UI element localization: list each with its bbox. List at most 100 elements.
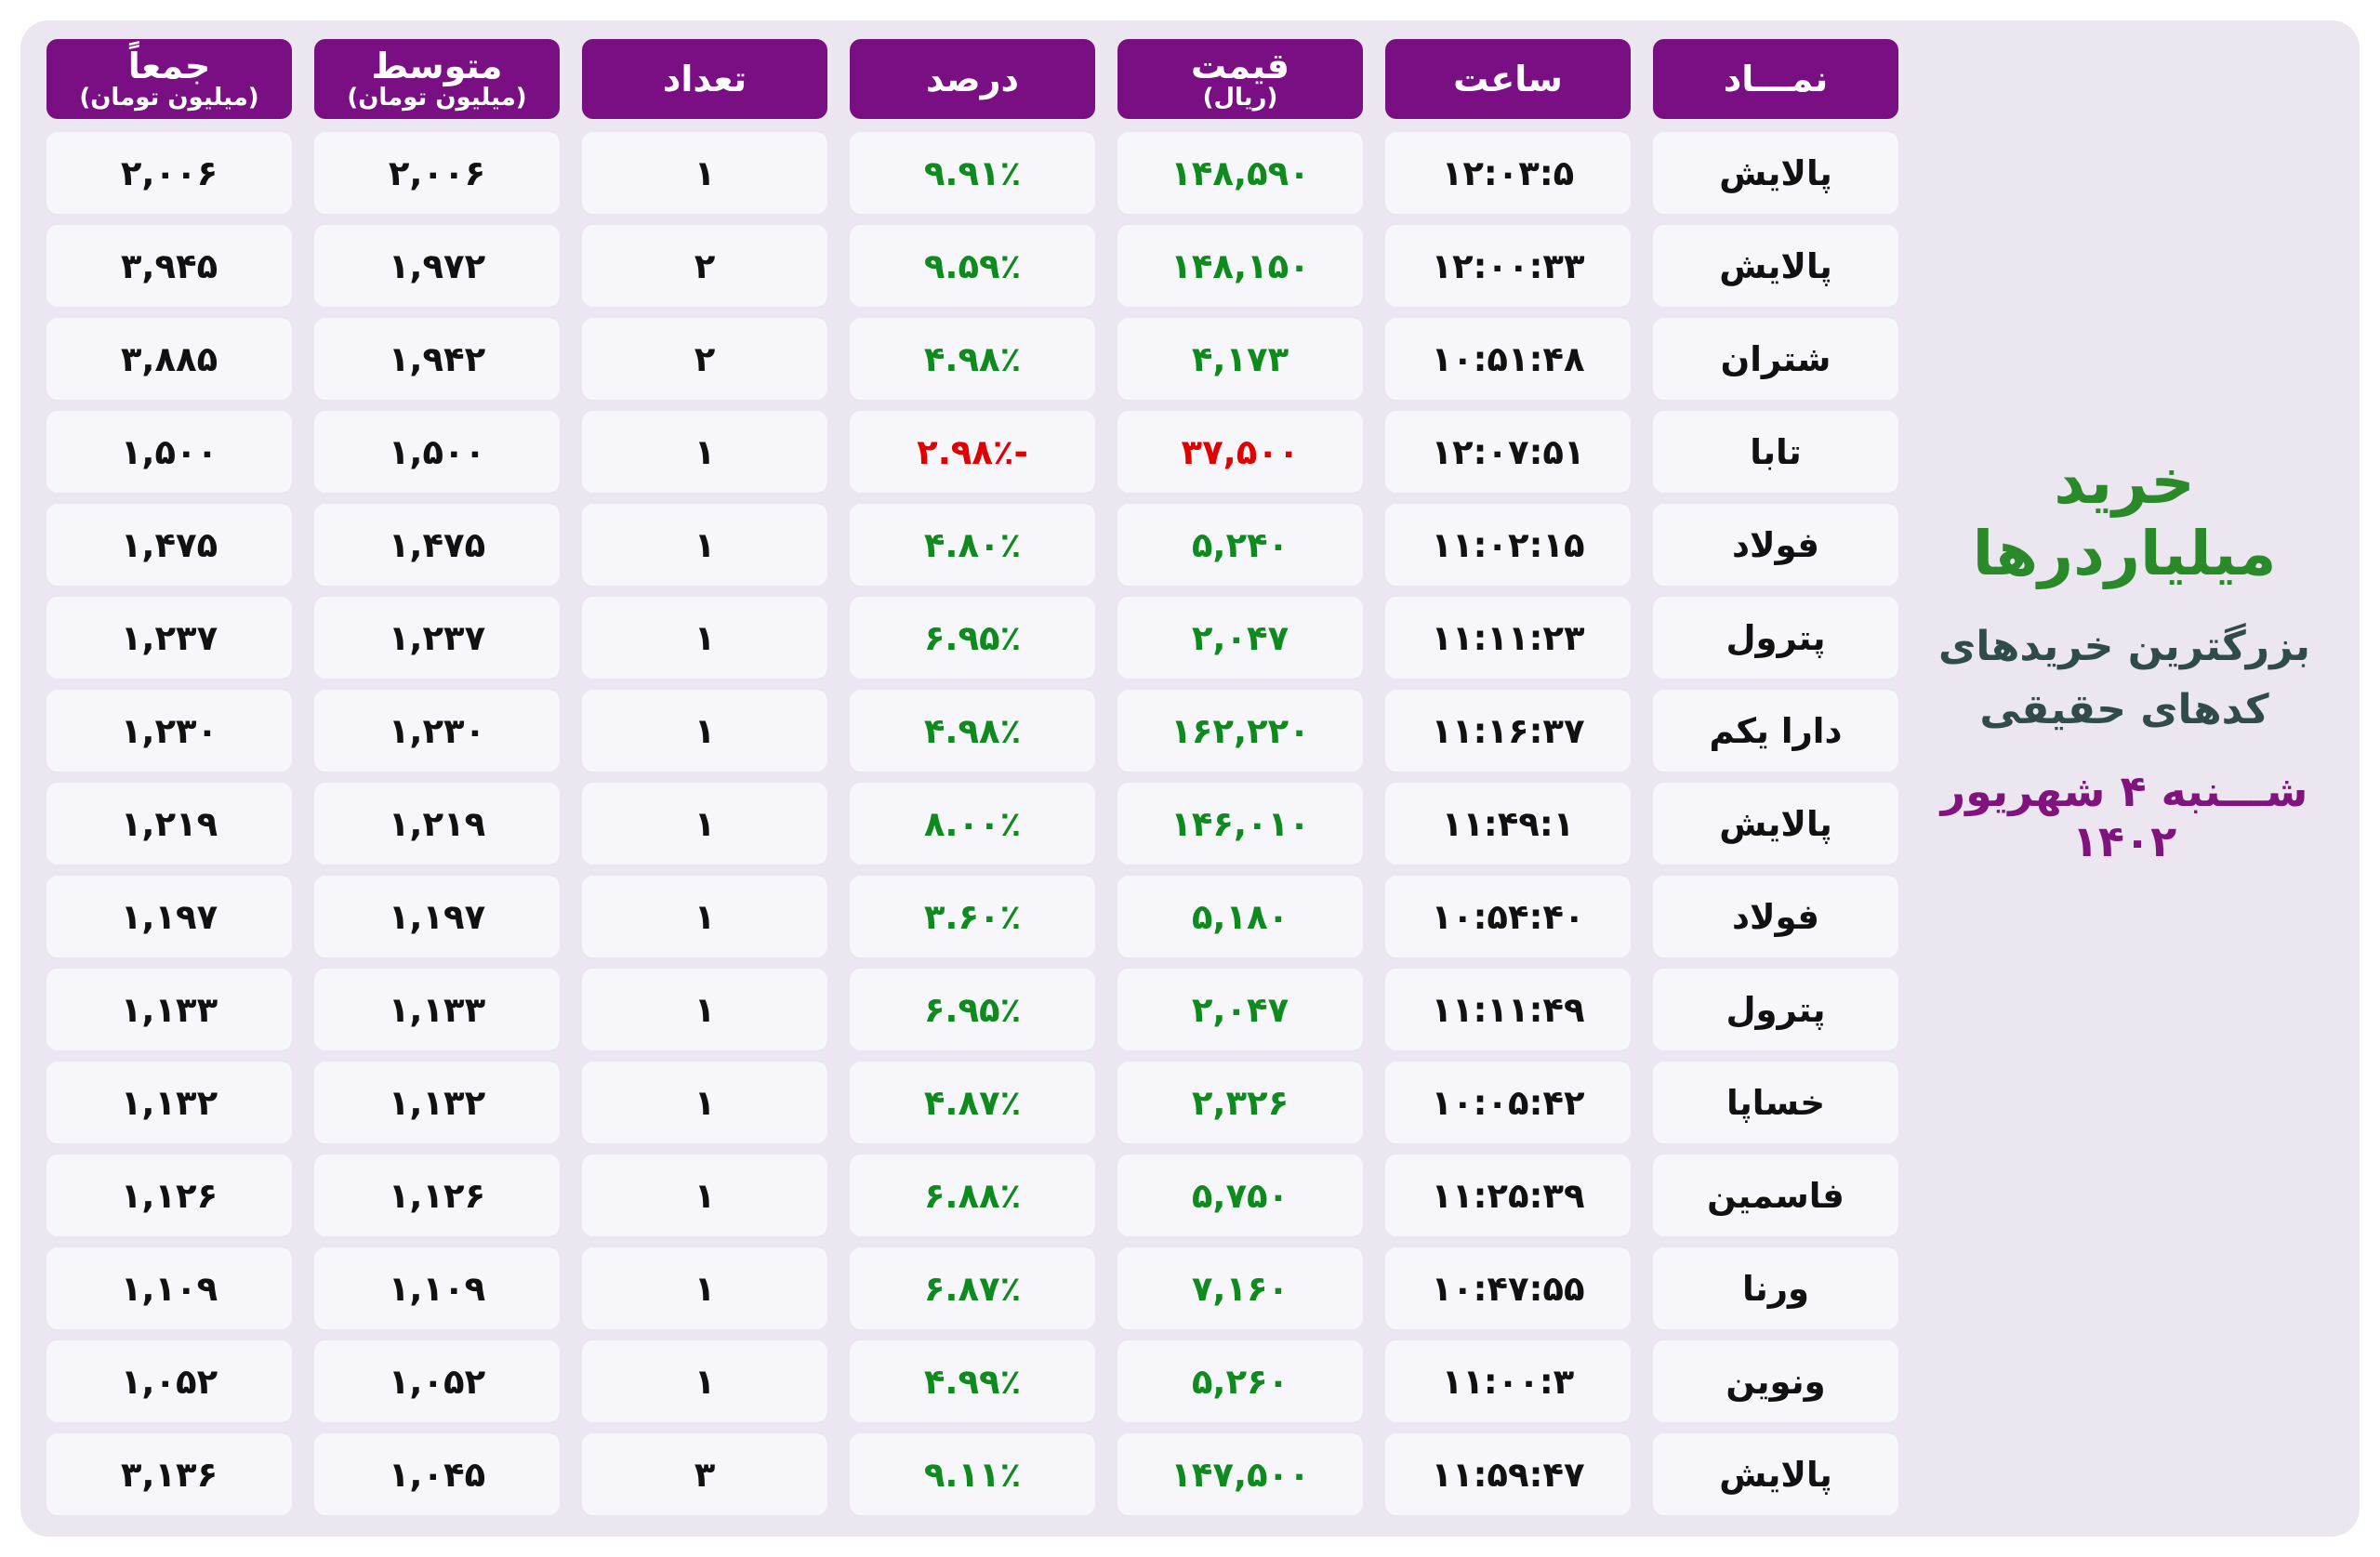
cell-time: ۱۲:۰۳:۵ — [1385, 132, 1631, 214]
cell-symbol: فولاد — [1653, 504, 1898, 586]
cell-percent: ۴.۸۷٪ — [850, 1062, 1095, 1143]
header-average: متوسط (میلیون تومان) — [314, 39, 560, 119]
table-row: ورنا ۱۰:۴۷:۵۵ ۷,۱۶۰ ۶.۸۷٪ ۱ ۱,۱۰۹ ۱,۱۰۹ — [39, 1247, 1898, 1329]
cell-percent: ۶.۸۸٪ — [850, 1155, 1095, 1236]
cell-time: ۱۲:۰۰:۳۳ — [1385, 225, 1631, 307]
table-body: پالایش ۱۲:۰۳:۵ ۱۴۸,۵۹۰ ۹.۹۱٪ ۱ ۲,۰۰۶ ۲,۰۰۶ پالا… — [39, 132, 1898, 1515]
cell-count: ۱ — [582, 783, 827, 864]
header-price-unit: (ریال) — [1202, 84, 1278, 112]
cell-total: ۲,۰۰۶ — [46, 132, 292, 214]
cell-time: ۱۱:۲۵:۳۹ — [1385, 1155, 1631, 1236]
header-total: جمعاً (میلیون تومان) — [46, 39, 292, 119]
cell-percent: ۴.۹۸٪ — [850, 318, 1095, 400]
table-row: پالایش ۱۱:۴۹:۱ ۱۴۶,۰۱۰ ۸.۰۰٪ ۱ ۱,۲۱۹ ۱,۲۱۹ — [39, 783, 1898, 864]
header-count: تعداد — [582, 39, 827, 119]
cell-percent: ۴.۸۰٪ — [850, 504, 1095, 586]
table-row: پالایش ۱۲:۰۰:۳۳ ۱۴۸,۱۵۰ ۹.۵۹٪ ۲ ۱,۹۷۲ ۳,۹۴۵ — [39, 225, 1898, 307]
table-row: فولاد ۱۱:۰۲:۱۵ ۵,۲۴۰ ۴.۸۰٪ ۱ ۱,۴۷۵ ۱,۴۷۵ — [39, 504, 1898, 586]
cell-percent: ۸.۰۰٪ — [850, 783, 1095, 864]
date-label: شـــنبه ۴ شهریور ۱۴۰۲ — [1940, 766, 2308, 867]
cell-symbol: خساپا — [1653, 1062, 1898, 1143]
table-row: ونوین ۱۱:۰۰:۳ ۵,۲۶۰ ۴.۹۹٪ ۱ ۱,۰۵۲ ۱,۰۵۲ — [39, 1340, 1898, 1422]
cell-total: ۱,۱۳۳ — [46, 969, 292, 1050]
cell-price: ۱۴۸,۱۵۰ — [1117, 225, 1363, 307]
table-row: پالایش ۱۱:۵۹:۴۷ ۱۴۷,۵۰۰ ۹.۱۱٪ ۳ ۱,۰۴۵ ۳,۱۳۶ — [39, 1433, 1898, 1515]
cell-price: ۵,۲۴۰ — [1117, 504, 1363, 586]
table-row: فاسمین ۱۱:۲۵:۳۹ ۵,۷۵۰ ۶.۸۸٪ ۱ ۱,۱۲۶ ۱,۱۲۶ — [39, 1155, 1898, 1236]
cell-time: ۱۰:۴۷:۵۵ — [1385, 1247, 1631, 1329]
cell-percent: ۹.۹۱٪ — [850, 132, 1095, 214]
cell-total: ۱,۲۱۹ — [46, 783, 292, 864]
cell-count: ۱ — [582, 132, 827, 214]
header-average-unit: (میلیون تومان) — [347, 84, 527, 112]
table-header: نمـــاد ساعت قیمت (ریال) درصد تعداد متوس… — [39, 39, 1898, 119]
cell-time: ۱۱:۱۱:۴۹ — [1385, 969, 1631, 1050]
cell-count: ۱ — [582, 411, 827, 493]
cell-total: ۱,۱۹۷ — [46, 876, 292, 957]
side-caption: خرید میلیاردرها بزرگترین خریدهای کدهای ح… — [1897, 446, 2352, 866]
cell-time: ۱۰:۰۵:۴۲ — [1385, 1062, 1631, 1143]
cell-symbol: شتران — [1653, 318, 1898, 400]
cell-price: ۱۶۲,۲۲۰ — [1117, 690, 1363, 772]
cell-time: ۱۱:۰۰:۳ — [1385, 1340, 1631, 1422]
cell-percent: ۹.۵۹٪ — [850, 225, 1095, 307]
cell-average: ۱,۱۳۳ — [314, 969, 560, 1050]
cell-percent: -۲.۹۸٪ — [850, 411, 1095, 493]
cell-price: ۲,۳۲۶ — [1117, 1062, 1363, 1143]
cell-total: ۱,۲۳۰ — [46, 690, 292, 772]
cell-total: ۳,۹۴۵ — [46, 225, 292, 307]
cell-count: ۲ — [582, 318, 827, 400]
header-count-label: تعداد — [662, 59, 747, 99]
cell-count: ۱ — [582, 504, 827, 586]
header-time-label: ساعت — [1453, 59, 1563, 99]
cell-count: ۲ — [582, 225, 827, 307]
cell-price: ۵,۷۵۰ — [1117, 1155, 1363, 1236]
cell-price: ۱۴۶,۰۱۰ — [1117, 783, 1363, 864]
cell-total: ۱,۱۳۲ — [46, 1062, 292, 1143]
cell-average: ۱,۰۵۲ — [314, 1340, 560, 1422]
table-row: دارا یکم ۱۱:۱۶:۳۷ ۱۶۲,۲۲۰ ۴.۹۸٪ ۱ ۱,۲۳۰ ۱,۲۳۰ — [39, 690, 1898, 772]
header-average-label: متوسط — [371, 46, 503, 86]
table-row: پترول ۱۱:۱۱:۴۹ ۲,۰۴۷ ۶.۹۵٪ ۱ ۱,۱۳۳ ۱,۱۳۳ — [39, 969, 1898, 1050]
header-symbol-label: نمـــاد — [1723, 59, 1829, 99]
cell-total: ۳,۸۸۵ — [46, 318, 292, 400]
table-row: پترول ۱۱:۱۱:۲۳ ۲,۰۴۷ ۶.۹۵٪ ۱ ۱,۲۳۷ ۱,۲۳۷ — [39, 597, 1898, 679]
table-row: پالایش ۱۲:۰۳:۵ ۱۴۸,۵۹۰ ۹.۹۱٪ ۱ ۲,۰۰۶ ۲,۰۰۶ — [39, 132, 1898, 214]
cell-average: ۱,۱۰۹ — [314, 1247, 560, 1329]
cell-percent: ۹.۱۱٪ — [850, 1433, 1095, 1515]
cell-price: ۴,۱۷۳ — [1117, 318, 1363, 400]
cell-percent: ۴.۹۸٪ — [850, 690, 1095, 772]
cell-count: ۳ — [582, 1433, 827, 1515]
cell-count: ۱ — [582, 1155, 827, 1236]
cell-total: ۱,۴۷۵ — [46, 504, 292, 586]
subtitle-line-2: کدهای حقیقی — [1979, 686, 2269, 734]
cell-count: ۱ — [582, 876, 827, 957]
table-row: فولاد ۱۰:۵۴:۴۰ ۵,۱۸۰ ۳.۶۰٪ ۱ ۱,۱۹۷ ۱,۱۹۷ — [39, 876, 1898, 957]
cell-average: ۱,۹۷۲ — [314, 225, 560, 307]
cell-percent: ۴.۹۹٪ — [850, 1340, 1095, 1422]
cell-time: ۱۱:۴۹:۱ — [1385, 783, 1631, 864]
cell-average: ۱,۱۲۶ — [314, 1155, 560, 1236]
cell-symbol: فاسمین — [1653, 1155, 1898, 1236]
trades-table: نمـــاد ساعت قیمت (ریال) درصد تعداد متوس… — [39, 39, 1898, 1526]
table-row: تابا ۱۲:۰۷:۵۱ ۳۷,۵۰۰ -۲.۹۸٪ ۱ ۱,۵۰۰ ۱,۵۰۰ — [39, 411, 1898, 493]
cell-time: ۱۰:۵۱:۴۸ — [1385, 318, 1631, 400]
cell-time: ۱۱:۰۲:۱۵ — [1385, 504, 1631, 586]
cell-symbol: پالایش — [1653, 783, 1898, 864]
cell-count: ۱ — [582, 597, 827, 679]
cell-price: ۲,۰۴۷ — [1117, 969, 1363, 1050]
cell-symbol: ورنا — [1653, 1247, 1898, 1329]
cell-average: ۱,۱۳۲ — [314, 1062, 560, 1143]
cell-time: ۱۲:۰۷:۵۱ — [1385, 411, 1631, 493]
cell-price: ۵,۱۸۰ — [1117, 876, 1363, 957]
cell-total: ۱,۰۵۲ — [46, 1340, 292, 1422]
cell-symbol: دارا یکم — [1653, 690, 1898, 772]
cell-average: ۱,۰۴۵ — [314, 1433, 560, 1515]
cell-symbol: فولاد — [1653, 876, 1898, 957]
table-row: خساپا ۱۰:۰۵:۴۲ ۲,۳۲۶ ۴.۸۷٪ ۱ ۱,۱۳۲ ۱,۱۳۲ — [39, 1062, 1898, 1143]
cell-total: ۳,۱۳۶ — [46, 1433, 292, 1515]
cell-count: ۱ — [582, 969, 827, 1050]
cell-price: ۱۴۸,۵۹۰ — [1117, 132, 1363, 214]
cell-symbol: پترول — [1653, 597, 1898, 679]
cell-symbol: تابا — [1653, 411, 1898, 493]
